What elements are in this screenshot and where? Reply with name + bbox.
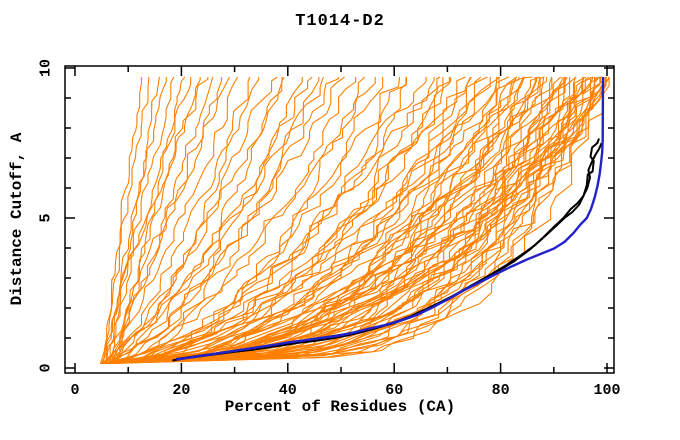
background-model-curve	[105, 76, 472, 365]
background-model-curve	[108, 76, 285, 364]
background-model-curve	[111, 77, 427, 365]
background-model-curve	[101, 77, 143, 364]
background-model-curve	[112, 76, 533, 365]
background-model-curve	[107, 77, 606, 365]
chart-title: T1014-D2	[295, 12, 385, 31]
background-model-curve	[102, 77, 565, 365]
background-model-curve	[106, 77, 320, 365]
background-model-curve	[105, 77, 452, 365]
background-model-curve	[99, 77, 339, 365]
background-model-curve	[102, 77, 602, 365]
background-model-curve	[111, 76, 509, 365]
background-model-curve	[111, 77, 260, 364]
background-model-curve	[101, 77, 520, 365]
background-model-curve	[101, 76, 239, 364]
background-model-curve	[103, 76, 577, 365]
background-model-curve	[106, 77, 607, 365]
background-model-curve	[109, 76, 324, 364]
x-axis-label: Percent of Residues (CA)	[224, 398, 456, 416]
background-model-curve	[109, 77, 167, 364]
background-model-curve	[110, 76, 214, 364]
background-model-curve	[102, 76, 585, 365]
background-model-curve	[104, 76, 608, 365]
background-model-curve	[111, 77, 376, 365]
background-model-curve	[103, 76, 150, 364]
background-model-curve	[103, 76, 600, 365]
y-tick-label: 0	[38, 363, 55, 372]
plot-border	[64, 65, 615, 374]
highlighted-model-curve-blue	[175, 76, 605, 361]
x-tick-label: 40	[279, 382, 297, 399]
background-model-curve	[104, 76, 525, 365]
background-model-curve	[99, 77, 209, 364]
y-tick-label: 10	[38, 59, 55, 77]
background-model-curve	[111, 77, 571, 365]
background-model-curve	[107, 77, 201, 364]
background-model-curve	[108, 76, 466, 365]
curves-layer	[99, 76, 610, 365]
x-tick-label: 0	[70, 382, 79, 399]
background-model-curve	[104, 77, 592, 365]
background-model-curve	[106, 76, 345, 364]
background-model-curve	[109, 77, 407, 365]
background-model-curve	[102, 76, 175, 364]
background-model-curve	[112, 77, 303, 365]
background-model-curve	[107, 76, 251, 364]
background-model-curve	[111, 76, 471, 365]
background-model-curve	[104, 77, 607, 365]
background-model-curve	[100, 76, 278, 364]
background-model-curve	[101, 77, 408, 365]
background-model-curve	[107, 76, 577, 365]
background-model-curve	[103, 76, 562, 365]
background-model-curve	[100, 77, 565, 365]
y-axis-label: Distance Cutoff, A	[8, 132, 26, 306]
x-tick-label: 60	[385, 382, 403, 399]
x-tick-label: 100	[593, 382, 620, 399]
background-model-curve	[111, 76, 553, 365]
x-tick-label: 80	[492, 382, 510, 399]
y-tick-label: 5	[38, 213, 55, 222]
background-model-curve	[102, 76, 313, 364]
background-model-curve	[101, 77, 541, 365]
background-model-curve	[101, 77, 604, 365]
background-model-curve	[104, 77, 517, 365]
background-model-curve	[106, 77, 499, 365]
background-model-curve	[101, 77, 500, 365]
background-model-curve	[102, 77, 450, 365]
x-tick-label: 20	[172, 382, 190, 399]
background-model-curve	[112, 76, 230, 364]
background-model-curve	[102, 77, 357, 365]
background-model-curve	[102, 77, 553, 365]
background-model-curve	[107, 76, 441, 365]
background-model-curve	[110, 76, 545, 365]
background-model-curve	[107, 77, 610, 365]
